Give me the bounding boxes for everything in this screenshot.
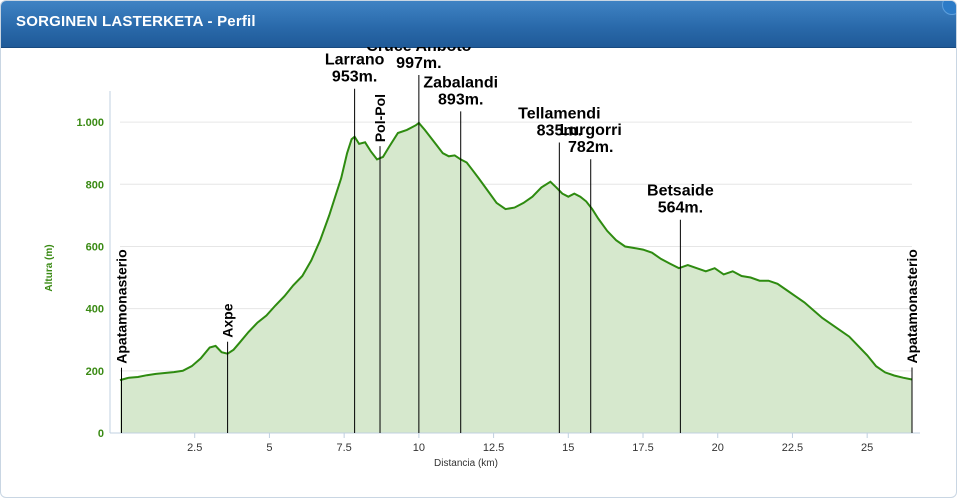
x-tick-label: 10 [413, 442, 425, 454]
panel-title: SORGINEN LASTERKETA - Perfil [16, 13, 256, 30]
y-tick-label: 400 [86, 304, 104, 316]
y-tick-label: 0 [98, 428, 104, 440]
x-axis-title: Distancia (km) [434, 458, 498, 469]
marker-label: Larrano [325, 52, 385, 69]
marker-label: Betsaide [647, 183, 714, 200]
x-tick-label: 5 [266, 442, 272, 454]
marker-label: 893m. [438, 91, 483, 108]
x-tick-label: 2.5 [187, 442, 202, 454]
elevation-line [119, 121, 913, 382]
marker-label: Lurgorri [560, 122, 622, 139]
x-tick-label: 17.5 [632, 442, 653, 454]
marker-label: Cruce Anboto [366, 47, 471, 55]
x-tick-label: 20 [712, 442, 724, 454]
marker-label: Zabalandi [423, 74, 498, 91]
marker-label: Pol-Pol [372, 94, 388, 142]
y-tick-label: 800 [86, 179, 104, 191]
y-tick-label: 200 [86, 366, 104, 378]
elevation-area [120, 123, 912, 433]
marker-label: 997m. [396, 55, 441, 72]
x-tick-label: 7.5 [337, 442, 352, 454]
x-tick-label: 12.5 [483, 442, 504, 454]
y-tick-label: 600 [86, 241, 104, 253]
marker-label: Tellamendi [518, 105, 600, 122]
panel-header: SORGINEN LASTERKETA - Perfil [1, 1, 956, 48]
corner-decoration [942, 1, 956, 15]
marker-label: 564m. [658, 200, 703, 217]
x-tick-label: 15 [562, 442, 574, 454]
marker-label: Axpe [220, 303, 236, 337]
marker-label: 835m. [537, 122, 582, 139]
x-tick-label: 22.5 [782, 442, 803, 454]
marker-label: 953m. [332, 69, 377, 86]
elevation-profile-chart: 0 200 400 600 800 1.000 2.5 5 7.5 10 12.5 15 17.5 20 2… [44, 47, 920, 469]
marker-label: Apatamonasterio [904, 249, 920, 363]
marker-label: 782m. [568, 139, 613, 156]
y-axis-title: Altura (m) [44, 244, 55, 291]
x-tick-label: 25 [861, 442, 873, 454]
y-tick-label: 1.000 [76, 117, 104, 129]
marker-label: Apatamonasterio [113, 249, 129, 363]
